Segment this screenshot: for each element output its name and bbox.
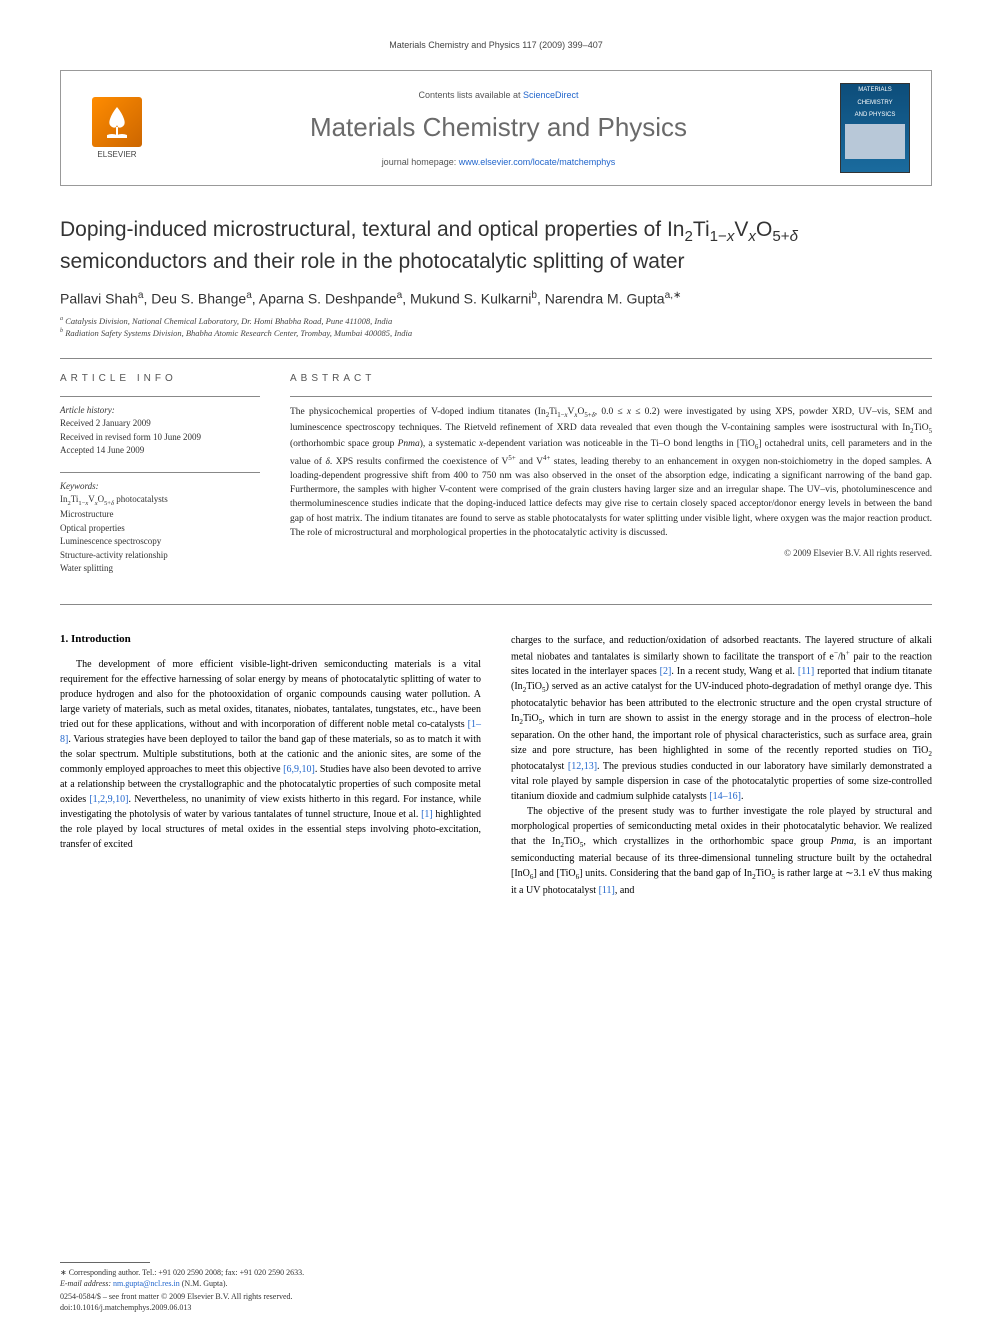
contents-available: Contents lists available at ScienceDirec… xyxy=(177,90,820,100)
email-link[interactable]: nm.gupta@ncl.res.in xyxy=(113,1279,180,1288)
footer-meta: 0254-0584/$ – see front matter © 2009 El… xyxy=(60,1291,293,1313)
elsevier-tree-icon xyxy=(102,105,132,140)
abstract-text: The physicochemical properties of V-dope… xyxy=(290,405,932,540)
list-item: Received in revised form 10 June 2009 xyxy=(60,431,260,445)
journal-title: Materials Chemistry and Physics xyxy=(177,112,820,143)
author-list: Pallavi Shaha, Deu S. Bhangea, Aparna S.… xyxy=(60,290,932,307)
keywords-block: Keywords: In2Ti1−xVxO5+δ photocatalystsM… xyxy=(60,481,260,576)
email-label: E-mail address: xyxy=(60,1279,111,1288)
list-item: In2Ti1−xVxO5+δ photocatalysts xyxy=(60,493,260,509)
history-head: Article history: xyxy=(60,405,260,415)
affiliation-a-text: Catalysis Division, National Chemical La… xyxy=(65,316,392,326)
cover-line1: MATERIALS xyxy=(841,84,909,97)
history-list: Received 2 January 2009Received in revis… xyxy=(60,417,260,458)
homepage-link[interactable]: www.elsevier.com/locate/matchemphys xyxy=(459,157,616,167)
email-suffix: (N.M. Gupta). xyxy=(182,1279,228,1288)
list-item: Water splitting xyxy=(60,562,260,576)
masthead: ELSEVIER Contents lists available at Sci… xyxy=(60,70,932,186)
article-title: Doping-induced microstructural, textural… xyxy=(60,216,932,276)
article-info-head: article info xyxy=(60,373,260,384)
article-info-panel: article info Article history: Received 2… xyxy=(60,373,260,590)
footnote-rule xyxy=(60,1262,150,1263)
running-head: Materials Chemistry and Physics 117 (200… xyxy=(60,40,932,50)
cover-thumbnail-icon xyxy=(845,124,905,159)
info-row: article info Article history: Received 2… xyxy=(60,359,932,604)
email-line: E-mail address: nm.gupta@ncl.res.in (N.M… xyxy=(60,1278,460,1289)
publisher-block: ELSEVIER xyxy=(77,97,157,159)
history-block: Article history: Received 2 January 2009… xyxy=(60,405,260,458)
rule-info-2 xyxy=(60,472,260,473)
rule-abstract xyxy=(290,396,932,397)
rule-bottom xyxy=(60,604,932,605)
section-number: 1. xyxy=(60,633,68,645)
journal-cover-icon: MATERIALS CHEMISTRY AND PHYSICS xyxy=(840,83,910,173)
footnotes: ∗ Corresponding author. Tel.: +91 020 25… xyxy=(60,1262,460,1289)
rule-info-1 xyxy=(60,396,260,397)
body-columns: 1. Introduction The development of more … xyxy=(60,633,932,898)
homepage-prefix: journal homepage: xyxy=(382,157,459,167)
elsevier-logo-icon xyxy=(92,97,142,147)
keywords-list: In2Ti1−xVxO5+δ photocatalystsMicrostruct… xyxy=(60,493,260,576)
keywords-head: Keywords: xyxy=(60,481,260,491)
cover-line3: AND PHYSICS xyxy=(841,109,909,122)
issn-line: 0254-0584/$ – see front matter © 2009 El… xyxy=(60,1291,293,1302)
list-item: Microstructure xyxy=(60,508,260,522)
list-item: Received 2 January 2009 xyxy=(60,417,260,431)
list-item: Luminescence spectroscopy xyxy=(60,535,260,549)
body-col-right: charges to the surface, and reduction/ox… xyxy=(511,633,932,898)
cover-line2: CHEMISTRY xyxy=(841,97,909,110)
list-item: Accepted 14 June 2009 xyxy=(60,444,260,458)
abstract-panel: abstract The physicochemical properties … xyxy=(290,373,932,590)
section-title: Introduction xyxy=(71,633,131,645)
masthead-center: Contents lists available at ScienceDirec… xyxy=(157,90,840,167)
section-1-heading: 1. Introduction xyxy=(60,633,481,645)
col1-para: The development of more efficient visibl… xyxy=(60,657,481,852)
homepage-line: journal homepage: www.elsevier.com/locat… xyxy=(177,157,820,167)
list-item: Optical properties xyxy=(60,522,260,536)
col2-para2: The objective of the present study was t… xyxy=(511,804,932,898)
journal-page: Materials Chemistry and Physics 117 (200… xyxy=(0,0,992,1323)
body-col-left: 1. Introduction The development of more … xyxy=(60,633,481,898)
doi-line: doi:10.1016/j.matchemphys.2009.06.013 xyxy=(60,1302,293,1313)
corresponding-author: ∗ Corresponding author. Tel.: +91 020 25… xyxy=(60,1267,460,1278)
affiliation-a: a Catalysis Division, National Chemical … xyxy=(60,315,932,328)
list-item: Structure-activity relationship xyxy=(60,549,260,563)
contents-prefix: Contents lists available at xyxy=(418,90,523,100)
affiliation-b: b Radiation Safety Systems Division, Bha… xyxy=(60,327,932,340)
affiliations: a Catalysis Division, National Chemical … xyxy=(60,315,932,341)
cover-block: MATERIALS CHEMISTRY AND PHYSICS xyxy=(840,83,915,173)
affiliation-b-text: Radiation Safety Systems Division, Bhabh… xyxy=(65,328,412,338)
sciencedirect-link[interactable]: ScienceDirect xyxy=(523,90,579,100)
col2-para1: charges to the surface, and reduction/ox… xyxy=(511,633,932,805)
publisher-name: ELSEVIER xyxy=(97,150,136,159)
abstract-head: abstract xyxy=(290,373,932,384)
abstract-copyright: © 2009 Elsevier B.V. All rights reserved… xyxy=(290,548,932,558)
